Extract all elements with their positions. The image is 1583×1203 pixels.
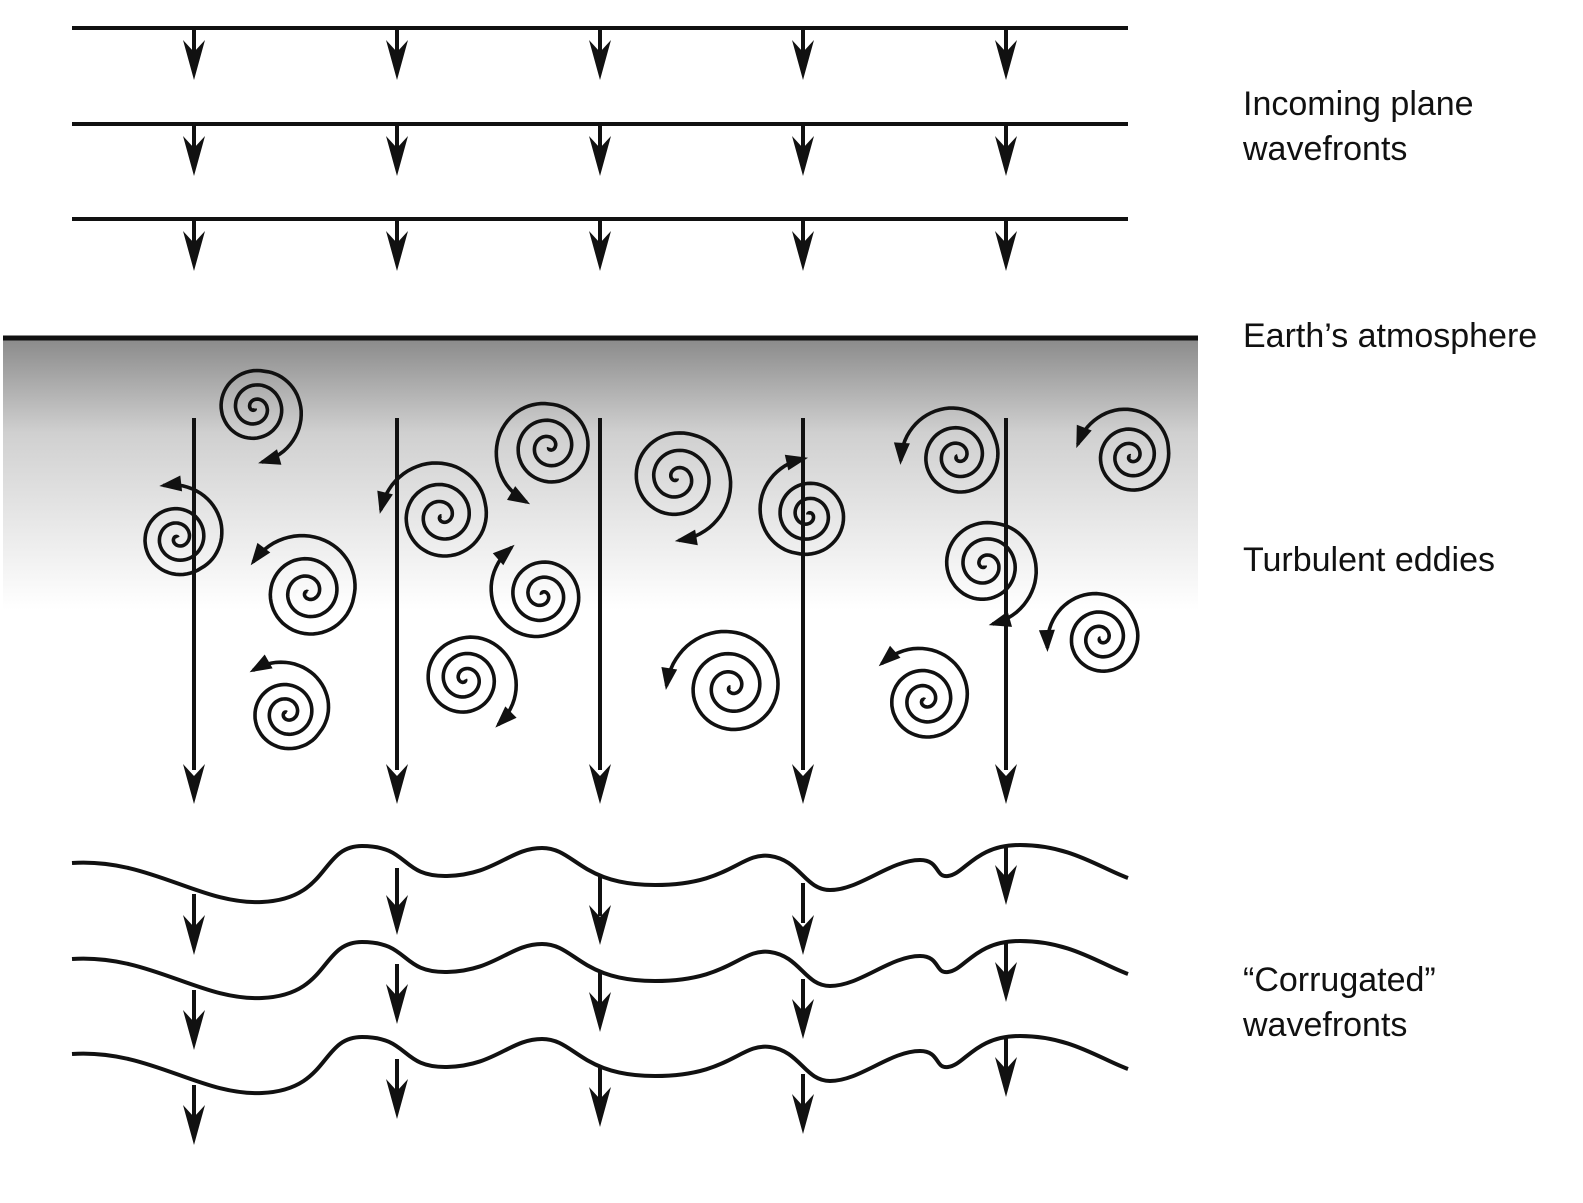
corrugated-wavefronts-label: “Corrugated” wavefronts	[1243, 961, 1436, 1044]
corrugated-wavefront-line	[71, 1033, 1129, 1096]
spiral-eddy-icon	[661, 629, 780, 732]
down-arrow-icon	[183, 764, 205, 804]
spiral-eddy-icon	[377, 461, 489, 558]
down-arrow-icon	[386, 895, 408, 935]
down-arrow-icon	[792, 999, 814, 1039]
spiral-eddy-icon	[250, 533, 357, 636]
corrugated-wavefront-line	[71, 938, 1129, 1001]
turbulent-eddies-group	[143, 368, 1171, 751]
spiral-eddy-icon	[489, 544, 581, 639]
down-arrow-icon	[995, 1057, 1017, 1097]
spiral-eddy-icon	[494, 401, 590, 505]
down-arrow-icon	[792, 915, 814, 955]
spiral-eddy-icon	[143, 475, 224, 577]
down-arrow-icon	[589, 136, 611, 176]
down-arrow-icon	[589, 764, 611, 804]
down-arrow-icon	[183, 231, 205, 271]
down-arrow-icon	[183, 136, 205, 176]
down-arrow-icon	[995, 865, 1017, 905]
propagation-rays	[183, 418, 1017, 804]
down-arrow-icon	[792, 136, 814, 176]
spiral-eddy-icon	[878, 645, 970, 739]
down-arrow-icon	[589, 992, 611, 1032]
down-arrow-icon	[183, 1105, 205, 1145]
down-arrow-icon	[589, 1087, 611, 1127]
spiral-eddy-icon	[634, 431, 733, 546]
down-arrow-icon	[386, 1079, 408, 1119]
spiral-eddy-icon	[893, 406, 1000, 494]
down-arrow-icon	[792, 764, 814, 804]
down-arrow-icon	[183, 915, 205, 955]
down-arrow-icon	[792, 1094, 814, 1134]
spiral-eddy-icon	[1038, 591, 1140, 674]
spiral-eddy-icon	[249, 654, 331, 751]
spiral-eddy-icon	[1076, 407, 1171, 492]
down-arrow-icon	[995, 231, 1017, 271]
down-arrow-icon	[995, 136, 1017, 176]
down-arrow-icon	[183, 1010, 205, 1050]
down-arrow-icon	[386, 984, 408, 1024]
down-arrow-icon	[386, 764, 408, 804]
down-arrow-icon	[589, 40, 611, 80]
turbulent-eddies-label: Turbulent eddies	[1243, 541, 1496, 579]
corrugated-wavefront-line	[71, 842, 1129, 905]
down-arrow-icon	[386, 136, 408, 176]
spiral-eddy-icon	[944, 520, 1039, 627]
down-arrow-icon	[792, 40, 814, 80]
down-arrow-icon	[792, 231, 814, 271]
down-arrow-icon	[995, 962, 1017, 1002]
down-arrow-icon	[589, 905, 611, 945]
down-arrow-icon	[995, 40, 1017, 80]
down-arrow-icon	[386, 231, 408, 271]
incoming-wavefronts-label: Incoming plane wavefronts	[1243, 85, 1474, 168]
down-arrow-icon	[183, 40, 205, 80]
down-arrow-icon	[589, 231, 611, 271]
incoming-plane-wavefronts	[72, 26, 1128, 271]
spiral-eddy-icon	[426, 635, 519, 728]
atmosphere-label: Earth’s atmosphere	[1243, 317, 1538, 355]
corrugated-wavefronts	[71, 842, 1129, 1145]
down-arrow-icon	[995, 764, 1017, 804]
spiral-eddy-icon	[758, 454, 846, 557]
down-arrow-icon	[386, 40, 408, 80]
spiral-eddy-icon	[219, 368, 303, 465]
